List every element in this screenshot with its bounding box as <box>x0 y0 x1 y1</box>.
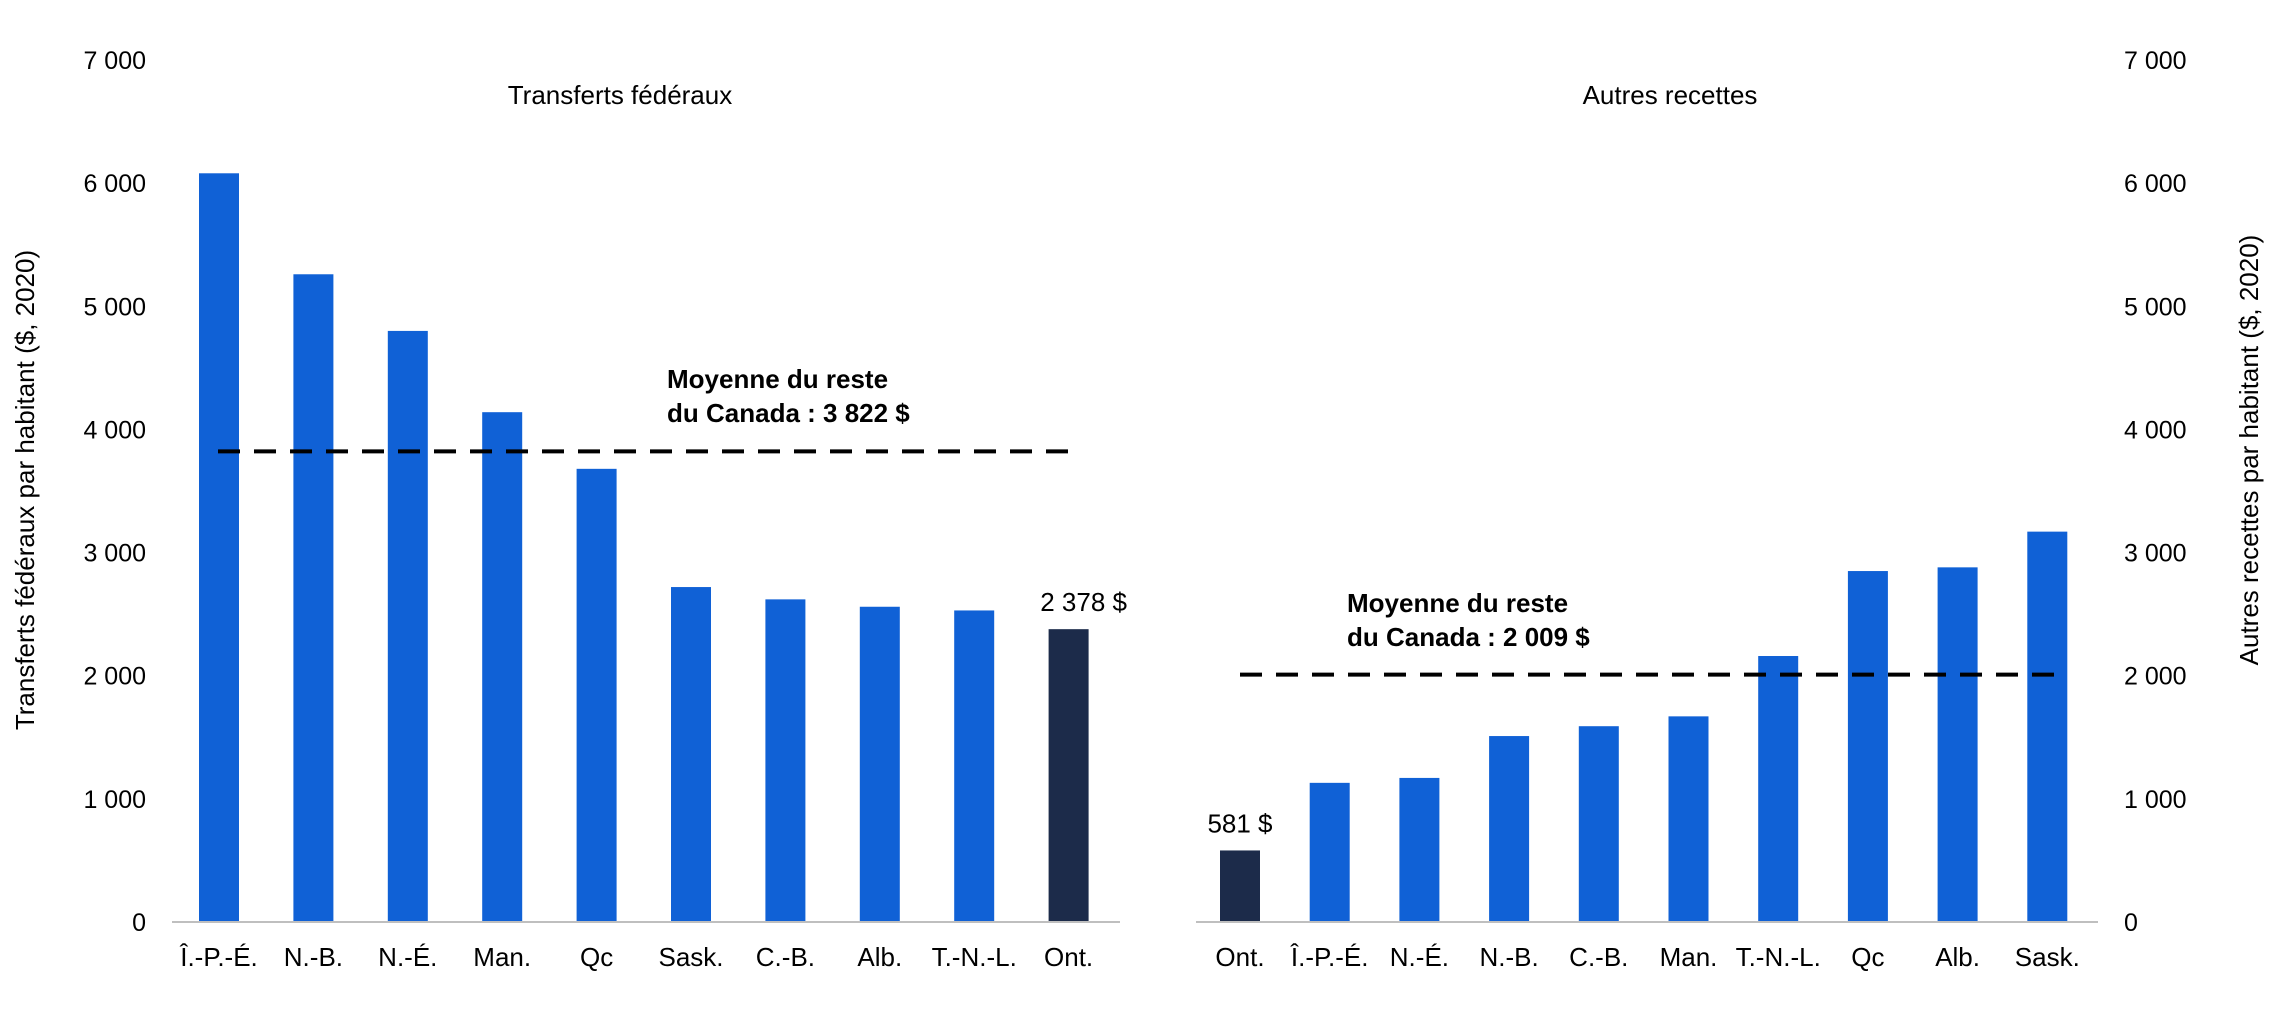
federal-transfers-bar <box>482 412 523 922</box>
federal-transfers-y-tick-label: 2 000 <box>83 663 146 691</box>
other-revenues-y-tick-label: 0 <box>2124 909 2138 937</box>
federal-transfers-y-tick-label: 6 000 <box>83 170 146 198</box>
other-revenues-bar <box>1668 716 1709 922</box>
other-revenues-y-tick-label: 4 000 <box>2124 416 2187 444</box>
other-revenues-bar <box>1489 736 1530 922</box>
federal-transfers-category-label: Sask. <box>658 942 723 972</box>
federal-transfers-category-label: N.-B. <box>284 942 343 972</box>
federal-transfers-y-axis-label: Transferts fédéraux par habitant ($, 202… <box>10 250 40 730</box>
other-revenues-y-tick-label: 3 000 <box>2124 540 2187 568</box>
federal-transfers-x-ticks: Î.-P.-É. N.-B. N.-É. Man. Qc Sask. C.-B. Alb. T.… <box>179 942 1093 972</box>
federal-transfers-category-label: Ont. <box>1044 942 1093 972</box>
other-revenues-bar <box>1399 777 1440 922</box>
other-revenues-y-ticks: 0 1 000 2 000 3 000 4 000 5 000 6 000 7 000 <box>2124 47 2187 937</box>
other-revenues-bar <box>1578 726 1619 922</box>
other-revenues-bar <box>2027 531 2068 922</box>
other-revenues-category-label: Sask. <box>2015 942 2080 972</box>
other-revenues-category-label: Man. <box>1660 942 1718 972</box>
federal-transfers-bars <box>199 173 1089 923</box>
other-revenues-y-axis-label: Autres recettes par habitant ($, 2020) <box>2234 235 2264 666</box>
other-revenues-category-label: Î.-P.-É. <box>1290 942 1369 972</box>
other-revenues-category-label: Qc <box>1851 942 1884 972</box>
federal-transfers-y-ticks: 0 1 000 2 000 3 000 4 000 5 000 6 000 7 000 <box>83 47 146 937</box>
federal-transfers-y-tick-label: 3 000 <box>83 540 146 568</box>
other-revenues-category-label: T.-N.-L. <box>1736 942 1821 972</box>
federal-transfers-bar <box>293 274 334 923</box>
other-revenues-category-label: Alb. <box>1935 942 1980 972</box>
other-revenues-bar <box>1309 782 1350 922</box>
federal-transfers-y-tick-label: 4 000 <box>83 416 146 444</box>
other-revenues-y-tick-label: 6 000 <box>2124 170 2187 198</box>
federal-transfers-ontario-data-label: 2 378 $ <box>1040 587 1127 617</box>
other-revenues-category-label: N.-B. <box>1479 942 1538 972</box>
other-revenues-y-tick-label: 1 000 <box>2124 786 2187 814</box>
federal-transfers-y-tick-label: 1 000 <box>83 786 146 814</box>
other-revenues-y-tick-label: 7 000 <box>2124 47 2187 75</box>
federal-transfers-bar <box>859 606 900 922</box>
other-revenues-bar <box>1937 567 1978 922</box>
other-revenues-x-ticks: Ont. Î.-P.-É. N.-É. N.-B. C.-B. Man. T.-N.-L. Q… <box>1215 942 2079 972</box>
federal-transfers-average-label-line1: Moyenne du reste <box>667 364 888 394</box>
federal-transfers-category-label: Alb. <box>857 942 902 972</box>
federal-transfers-bar <box>1048 629 1089 922</box>
other-revenues-bars <box>1220 531 2068 922</box>
other-revenues-bar <box>1758 656 1799 922</box>
federal-transfers-bar <box>671 587 711 922</box>
federal-transfers-bar <box>576 468 617 922</box>
federal-transfers-category-label: T.-N.-L. <box>932 942 1017 972</box>
federal-transfers-category-label: N.-É. <box>378 942 437 972</box>
federal-transfers-bar <box>765 599 806 922</box>
federal-transfers-category-label: C.-B. <box>756 942 815 972</box>
other-revenues-average-label-line1: Moyenne du reste <box>1347 588 1568 618</box>
other-revenues-average-label-line2: du Canada : 2 009 $ <box>1347 622 1590 652</box>
federal-transfers-bar <box>199 173 239 922</box>
federal-transfers-category-label: Man. <box>473 942 531 972</box>
federal-transfers-y-tick-label: 5 000 <box>83 293 146 321</box>
other-revenues-ontario-data-label: 581 $ <box>1207 808 1273 838</box>
other-revenues-bar <box>1220 850 1260 922</box>
other-revenues-category-label: N.-É. <box>1390 942 1449 972</box>
federal-transfers-y-tick-label: 0 <box>132 909 146 937</box>
federal-transfers-title: Transferts fédéraux <box>508 80 732 110</box>
other-revenues-bar <box>1847 571 1888 922</box>
federal-transfers-category-label: Î.-P.-É. <box>179 942 258 972</box>
other-revenues-panel: Autres recettes Autres recettes par habi… <box>1196 47 2264 972</box>
other-revenues-y-tick-label: 5 000 <box>2124 293 2187 321</box>
other-revenues-title: Autres recettes <box>1583 80 1758 110</box>
federal-transfers-panel: Transferts fédéraux Transferts fédéraux … <box>10 47 1128 972</box>
federal-transfers-bar <box>954 610 995 922</box>
federal-transfers-bar <box>387 330 428 922</box>
federal-transfers-category-label: Qc <box>580 942 613 972</box>
other-revenues-category-label: C.-B. <box>1569 942 1628 972</box>
other-revenues-category-label: Ont. <box>1215 942 1264 972</box>
other-revenues-y-tick-label: 2 000 <box>2124 663 2187 691</box>
federal-transfers-y-tick-label: 7 000 <box>83 47 146 75</box>
federal-transfers-average-label-line2: du Canada : 3 822 $ <box>667 398 910 428</box>
